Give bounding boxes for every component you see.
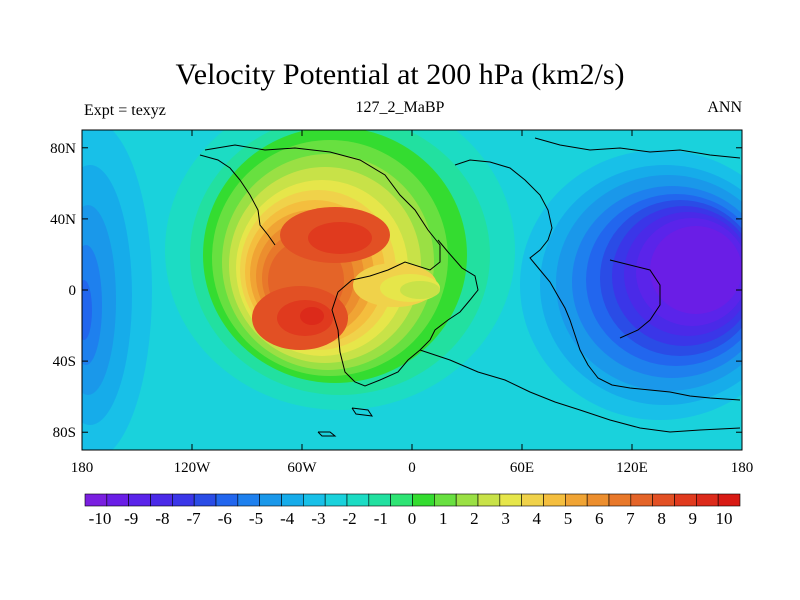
colorbar-swatch — [434, 493, 457, 507]
colorbar-label: 2 — [470, 509, 479, 528]
colorbar-label: 3 — [501, 509, 510, 528]
colorbar-swatch — [106, 493, 129, 507]
colorbar-label: -4 — [280, 509, 295, 528]
colorbar-label: -5 — [249, 509, 263, 528]
colorbar-label: 4 — [533, 509, 542, 528]
colorbar-label: -1 — [374, 509, 388, 528]
colorbar-label: 9 — [689, 509, 698, 528]
coastlines — [199, 137, 741, 437]
lat-tick-label: 40S — [53, 354, 76, 370]
colorbar-swatch — [521, 493, 544, 507]
experiment-label: Expt = texyz — [84, 102, 166, 119]
colorbar-swatch — [150, 493, 173, 507]
colorbar-swatch — [455, 493, 479, 507]
colorbar-swatch — [84, 493, 108, 507]
colorbar-swatch — [281, 493, 304, 507]
colorbar-swatch — [324, 493, 348, 507]
contour-field — [82, 130, 742, 450]
colorbar-label: -10 — [89, 509, 112, 528]
lat-tick-label: 40N — [50, 212, 76, 228]
chart-title: Velocity Potential at 200 hPa (km2/s) — [175, 58, 625, 91]
longitude-axis: 180 120W 60W 0 60E 120E 180 — [71, 130, 754, 476]
colorbar-swatch — [172, 493, 195, 507]
colorbar-label: 0 — [408, 509, 417, 528]
colorbar-label: -6 — [218, 509, 232, 528]
lat-tick-label: 80S — [53, 425, 76, 441]
latitude-axis: 80N 40N 0 40S 80S — [50, 141, 742, 441]
colorbar-swatch — [412, 493, 435, 507]
colorbar-swatch — [717, 493, 741, 507]
colorbar-swatch — [630, 493, 653, 507]
colorbar-swatch — [586, 493, 610, 507]
colorbar-label: 6 — [595, 509, 604, 528]
lon-tick-label: 60E — [510, 460, 534, 476]
season-label: ANN — [707, 99, 742, 116]
colorbar-label: 5 — [564, 509, 573, 528]
colorbar-swatch — [565, 493, 588, 507]
lat-tick-label: 0 — [69, 283, 77, 299]
colorbar-swatch — [499, 493, 522, 507]
colorbar-label: -8 — [155, 509, 169, 528]
colorbar-swatch — [390, 493, 413, 507]
colorbar-label: 7 — [626, 509, 635, 528]
lon-tick-label: 120E — [616, 460, 648, 476]
colorbar-label: -3 — [311, 509, 325, 528]
colorbar-swatch — [608, 493, 632, 507]
colorbar: -10 -9 -8 -7 -6 -5 -4 -3 -2 -1 0 1 2 3 4 5 6 7 8 9 10 — [84, 493, 741, 528]
colorbar-swatch — [303, 493, 326, 507]
colorbar-label: 10 — [716, 509, 733, 528]
colorbar-swatch — [674, 493, 697, 507]
colorbar-swatch — [696, 493, 719, 507]
colorbar-swatch — [128, 493, 151, 507]
lon-tick-label: 180 — [731, 460, 754, 476]
colorbar-swatch — [259, 493, 282, 507]
colorbar-label: -9 — [124, 509, 138, 528]
colorbar-label: 1 — [439, 509, 448, 528]
colorbar-swatch — [215, 493, 239, 507]
colorbar-swatch — [368, 493, 391, 507]
colorbar-swatch — [652, 493, 675, 507]
colorbar-label: 8 — [657, 509, 666, 528]
colorbar-label: -7 — [187, 509, 202, 528]
colorbar-label: -2 — [343, 509, 357, 528]
chart-subtitle: 127_2_MaBP — [355, 99, 445, 116]
lat-tick-label: 80N — [50, 141, 76, 157]
lon-tick-label: 120W — [174, 460, 212, 476]
colorbar-swatch — [543, 493, 566, 507]
lon-tick-label: 180 — [71, 460, 94, 476]
colorbar-swatch — [477, 493, 501, 507]
colorbar-swatch — [193, 493, 217, 507]
lon-tick-label: 0 — [408, 460, 416, 476]
lon-tick-label: 60W — [287, 460, 317, 476]
colorbar-swatch — [346, 493, 370, 507]
colorbar-swatch — [237, 493, 260, 507]
